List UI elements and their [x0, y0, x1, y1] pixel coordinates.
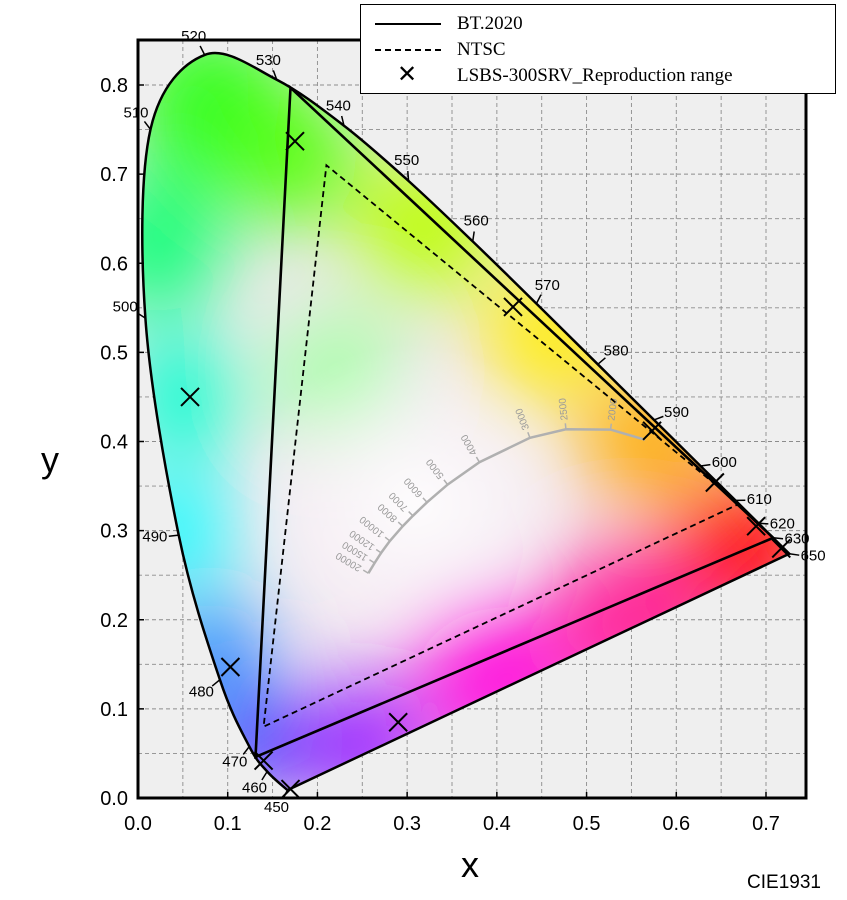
- y-tick-label: 0.0: [100, 788, 128, 810]
- x-marker: [388, 712, 408, 732]
- x-tick-label: 0.6: [662, 813, 690, 835]
- planckian-tick: [609, 423, 613, 430]
- legend: BT.2020 NTSC ✕ LSBS-300SRV_Reproduction …: [360, 4, 836, 94]
- y-tick-label: 0.5: [100, 342, 128, 364]
- legend-item-reproduction-range: ✕ LSBS-300SRV_Reproduction range: [361, 60, 835, 89]
- wavelength-tick: [700, 463, 711, 467]
- wavelength-tick: [261, 771, 268, 781]
- x-marker: [253, 750, 274, 771]
- wavelength-label: 630: [784, 531, 809, 548]
- wavelength-label: 540: [326, 97, 351, 114]
- y-tick-label: 0.3: [100, 521, 128, 543]
- spectral-locus: [141, 51, 792, 792]
- x-tick-label: 0.5: [573, 813, 601, 835]
- x-marker-icon: ✕: [397, 60, 418, 88]
- wavelength-label: 510: [123, 104, 148, 121]
- y-tick-label: 0.8: [100, 75, 128, 97]
- wavelength-tick: [789, 553, 800, 556]
- wavelength-label: 620: [770, 515, 795, 532]
- color-blob: [142, 175, 226, 316]
- wavelength-label: 560: [464, 213, 489, 230]
- wavelength-label: 590: [664, 404, 689, 421]
- planckian-tick: [475, 456, 481, 463]
- planckian-label: 2000: [606, 398, 620, 422]
- wavelength-label: 550: [394, 152, 419, 169]
- x-marker: [746, 516, 766, 536]
- y-tick-label: 0.2: [100, 610, 128, 632]
- wavelength-label: 610: [747, 491, 772, 508]
- planckian-tick: [369, 559, 375, 564]
- x-tick-label: 0.1: [214, 813, 242, 835]
- cie-label: CIE1931: [747, 872, 821, 893]
- planckian-tick: [422, 497, 428, 503]
- x-marker: [285, 131, 305, 151]
- planckian-label: 2500: [557, 397, 570, 421]
- x-marker: [771, 538, 791, 559]
- wavelength-label: 530: [256, 52, 281, 69]
- wavelength-label: 580: [604, 342, 629, 359]
- y-axis-label: y: [41, 439, 59, 480]
- wavelength-tick: [340, 115, 345, 126]
- legend-label: BT.2020: [457, 13, 523, 34]
- wavelength-label: 600: [712, 454, 737, 471]
- y-tick-label: 0.6: [100, 253, 128, 275]
- wavelength-tick: [211, 679, 221, 687]
- white-point-glow: [241, 343, 592, 664]
- bt2020-triangle: [254, 84, 776, 760]
- x-axis-label: x: [461, 844, 479, 885]
- wavelength-tick: [535, 294, 542, 304]
- wavelength-tick: [407, 170, 410, 182]
- legend-item-ntsc: NTSC: [361, 37, 835, 63]
- wavelength-label: 480: [189, 683, 214, 700]
- wavelength-label: 450: [264, 799, 289, 816]
- x-tick-label: 0.7: [752, 813, 780, 835]
- wavelength-label: 520: [181, 28, 206, 45]
- wavelength-label: 490: [142, 528, 167, 545]
- planckian-tick: [564, 423, 567, 430]
- wavelength-label: 500: [113, 298, 138, 315]
- ntsc-triangle: [262, 163, 741, 729]
- x-tick-label: 0.4: [483, 813, 511, 835]
- planckian-tick: [384, 536, 391, 542]
- x-marker: [220, 657, 241, 677]
- planckian-tick: [397, 521, 404, 527]
- x-marker: [180, 387, 200, 407]
- wavelength-tick: [653, 415, 664, 421]
- planckian-tick: [375, 548, 382, 554]
- wavelength-tick: [168, 534, 179, 538]
- wavelength-tick: [471, 231, 475, 242]
- gamut-series: [180, 84, 791, 798]
- legend-label: LSBS-300SRV_Reproduction range: [457, 65, 733, 86]
- x-tick-label: 0.0: [124, 813, 152, 835]
- wavelength-label: 570: [535, 277, 560, 294]
- x-marker: [503, 297, 523, 317]
- x-tick-label: 0.2: [304, 813, 332, 835]
- wavelength-label: 470: [222, 753, 247, 770]
- x-tick-label: 0.3: [393, 813, 421, 835]
- x-marker: [642, 421, 662, 441]
- legend-item-bt2020: BT.2020: [361, 11, 835, 37]
- x-marker: [705, 472, 725, 493]
- planckian-tick: [443, 479, 449, 486]
- dashed-line-icon: [375, 49, 441, 51]
- wavelength-tick: [272, 70, 278, 81]
- x-marker: [280, 779, 301, 798]
- solid-line-icon: [375, 23, 441, 25]
- legend-label: NTSC: [457, 39, 506, 60]
- y-tick-label: 0.4: [100, 432, 128, 454]
- y-tick-label: 0.1: [100, 699, 128, 721]
- wavelength-tick: [242, 746, 250, 755]
- planckian-tick: [362, 569, 369, 574]
- wavelength-label: 460: [242, 779, 267, 796]
- y-tick-label: 0.7: [100, 164, 128, 186]
- wavelength-label: 650: [801, 548, 826, 565]
- planckian-tick: [408, 511, 414, 517]
- wavelength-tick: [199, 45, 206, 56]
- wavelength-tick: [143, 120, 152, 130]
- planckian-tick: [527, 431, 531, 439]
- wavelength-tick: [597, 357, 606, 365]
- axes: 0.0 0.1 0.2 0.3 0.4 0.5 0.6 0.7 0.0 0.1 0.2 0.3 0.4 0…: [41, 75, 780, 885]
